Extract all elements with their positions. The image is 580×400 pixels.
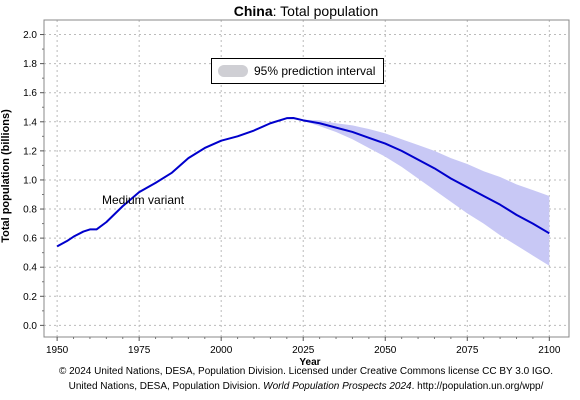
credit-line-2-suffix: . http://population.un.org/wpp/ [411, 381, 544, 392]
legend: 95% prediction interval [211, 58, 384, 84]
legend-swatch-prediction-interval [218, 65, 248, 77]
chart-title: China: Total population [0, 3, 580, 19]
y-tick-label: 0.2 [23, 292, 37, 303]
legend-label-prediction-interval: 95% prediction interval [254, 64, 376, 78]
y-tick-label: 0.6 [23, 234, 37, 245]
series-lines [56, 117, 550, 248]
x-tick-label: 2050 [374, 345, 397, 356]
prediction-band [299, 119, 550, 266]
medium-variant-line [56, 117, 550, 248]
prediction-interval-band [299, 119, 550, 266]
x-tick-label: 2100 [538, 345, 561, 356]
x-tick-label: 1950 [46, 345, 69, 356]
y-tick-label: 1.0 [23, 175, 37, 186]
x-tick-label: 2000 [210, 345, 233, 356]
x-axis-label: Year [299, 357, 321, 368]
credit-line-2: United Nations, DESA, Population Divisio… [0, 381, 580, 392]
credit-line-2-prefix: United Nations, DESA, Population Divisio… [68, 381, 264, 392]
credit-line-1: © 2024 United Nations, DESA, Population … [58, 366, 554, 377]
axis-ticks: 0.0 0.2 0.4 0.6 0.8 1.0 1.2 1.4 1.6 1.8 2.0 1950 197… [23, 30, 561, 356]
chart-title-rest: : Total population [272, 3, 379, 19]
medium-variant-annotation: Medium variant [102, 193, 185, 207]
y-tick-label: 1.6 [23, 88, 37, 99]
x-tick-label: 1975 [128, 345, 151, 356]
plot-frame [43, 19, 570, 338]
y-tick-label: 0.0 [23, 321, 37, 332]
y-tick-label: 2.0 [23, 30, 37, 41]
chart-title-country: China [233, 3, 273, 19]
y-tick-label: 0.8 [23, 205, 37, 216]
credit-line-2-title: World Population Prospects 2024 [263, 381, 412, 392]
y-axis-label: Total population (billions) [0, 109, 12, 243]
y-tick-label: 0.4 [23, 263, 37, 274]
x-tick-label: 2075 [456, 345, 479, 356]
y-tick-label: 1.2 [23, 146, 37, 157]
x-tick-label: 2025 [292, 345, 315, 356]
y-tick-label: 1.4 [23, 117, 37, 128]
y-tick-label: 1.8 [23, 59, 37, 70]
